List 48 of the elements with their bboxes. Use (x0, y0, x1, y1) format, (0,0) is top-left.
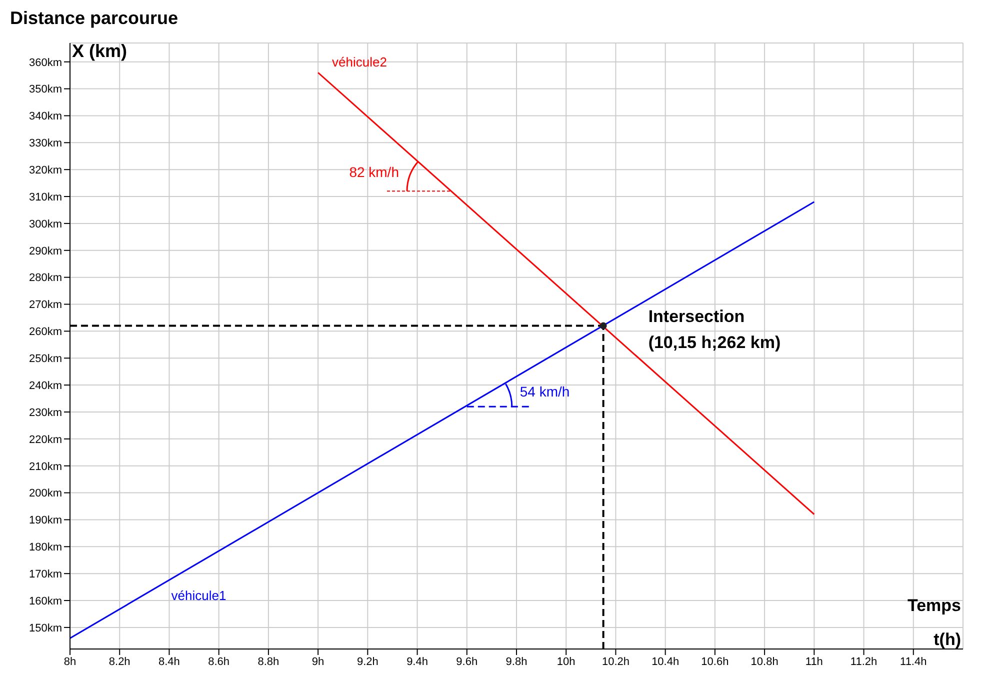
x-tick-label: 10.4h (652, 656, 680, 668)
y-tick-label: 230km (28, 406, 62, 419)
y-tick-label: 340km (28, 110, 62, 123)
x-tick-label: 11.2h (850, 656, 878, 668)
y-tick-label: 170km (28, 568, 62, 580)
x-tick-label: 10.8h (750, 656, 778, 668)
y-tick-label: 220km (28, 434, 62, 446)
x-tick-label: 8.4h (158, 656, 180, 668)
y-tick-label: 290km (28, 245, 62, 258)
x-tick-label: 11.4h (900, 656, 927, 668)
y-tick-label: 260km (28, 326, 62, 338)
x-tick-label: 9h (312, 656, 324, 668)
series-label: véhicule1 (171, 588, 226, 603)
x-tick-label: 9.8h (506, 656, 528, 668)
x-tick-label: 11h (805, 656, 823, 668)
x-tick-label: 9.6h (456, 656, 478, 668)
y-tick-label: 310km (28, 191, 62, 204)
annotation: 82 km/h (349, 164, 400, 180)
y-tick-label: 360km (28, 56, 62, 69)
x-tick-label: 10.2h (602, 656, 630, 668)
y-tick-label: 330km (28, 138, 62, 150)
y-tick-label: 250km (28, 353, 62, 366)
x-tick-label: 8.2h (108, 656, 130, 668)
x-tick-label: 8h (64, 656, 76, 668)
x-tick-label: 10h (556, 656, 576, 668)
y-tick-label: 160km (28, 595, 62, 608)
y-tick-label: 190km (28, 514, 62, 527)
y-tick-label: 350km (28, 84, 62, 96)
x-tick-label: 10.6h (701, 656, 729, 668)
y-tick-label: 180km (28, 542, 62, 554)
chart-title: Distance parcourue (10, 8, 178, 29)
x-tick-label: 8.8h (258, 656, 280, 668)
y-axis-title: X (km) (72, 41, 128, 61)
x-axis-title: Temps t(h) (907, 596, 961, 649)
annotation: Intersection (10,15 h;262 km) (648, 306, 781, 352)
x-tick-label: 9.4h (406, 656, 428, 668)
x-tick-label: 8.6h (208, 656, 230, 668)
x-tick-label: 9.2h (356, 656, 378, 668)
y-tick-label: 280km (28, 272, 62, 284)
y-tick-label: 150km (28, 622, 62, 634)
y-tick-label: 210km (28, 460, 62, 473)
y-tick-label: 270km (28, 299, 62, 312)
series-label: véhicule2 (332, 54, 387, 70)
y-tick-label: 240km (28, 380, 62, 392)
y-tick-label: 300km (28, 218, 62, 230)
y-tick-label: 320km (28, 164, 62, 176)
annotation: 54 km/h (520, 384, 570, 400)
y-tick-label: 200km (28, 488, 62, 500)
